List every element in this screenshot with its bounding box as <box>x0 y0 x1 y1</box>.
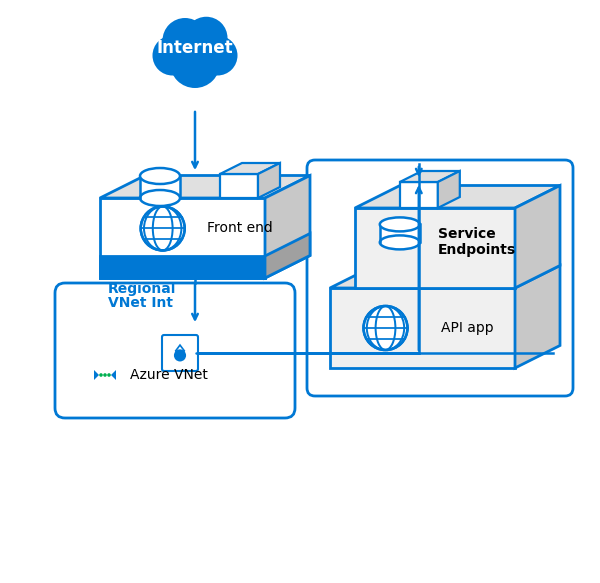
Circle shape <box>185 17 227 59</box>
Circle shape <box>107 373 111 377</box>
Polygon shape <box>515 265 560 368</box>
Polygon shape <box>400 171 460 182</box>
Ellipse shape <box>380 217 420 231</box>
FancyBboxPatch shape <box>55 283 295 418</box>
Polygon shape <box>330 288 515 368</box>
Text: Service: Service <box>438 227 496 241</box>
Text: Endpoints: Endpoints <box>438 243 517 257</box>
Polygon shape <box>94 370 99 380</box>
Polygon shape <box>140 176 180 198</box>
Circle shape <box>163 18 208 63</box>
Polygon shape <box>220 163 280 174</box>
Text: Azure VNet: Azure VNet <box>130 368 208 382</box>
Text: VNet Int: VNet Int <box>108 296 173 310</box>
Polygon shape <box>515 185 560 288</box>
Polygon shape <box>100 175 310 198</box>
Polygon shape <box>100 256 265 278</box>
Circle shape <box>170 38 220 88</box>
Circle shape <box>152 36 193 76</box>
Polygon shape <box>355 208 515 288</box>
Circle shape <box>174 349 186 361</box>
Polygon shape <box>258 163 280 198</box>
Text: API app: API app <box>441 321 494 335</box>
Polygon shape <box>100 198 265 278</box>
Circle shape <box>140 206 185 251</box>
Circle shape <box>364 306 407 350</box>
FancyBboxPatch shape <box>307 160 573 396</box>
Text: Regional: Regional <box>108 282 176 296</box>
Circle shape <box>197 36 238 76</box>
FancyBboxPatch shape <box>162 335 198 371</box>
Circle shape <box>103 373 107 377</box>
Polygon shape <box>220 174 258 198</box>
Circle shape <box>99 373 103 377</box>
Polygon shape <box>265 234 310 278</box>
Polygon shape <box>438 171 460 208</box>
Text: Front end: Front end <box>207 222 273 236</box>
Ellipse shape <box>380 236 420 250</box>
Polygon shape <box>111 370 116 380</box>
Polygon shape <box>380 224 420 243</box>
Polygon shape <box>265 175 310 278</box>
Polygon shape <box>400 182 438 208</box>
Polygon shape <box>330 265 560 288</box>
Ellipse shape <box>140 168 180 184</box>
Polygon shape <box>265 234 310 256</box>
Polygon shape <box>355 185 560 208</box>
Text: Internet: Internet <box>157 39 233 57</box>
Ellipse shape <box>140 190 180 206</box>
